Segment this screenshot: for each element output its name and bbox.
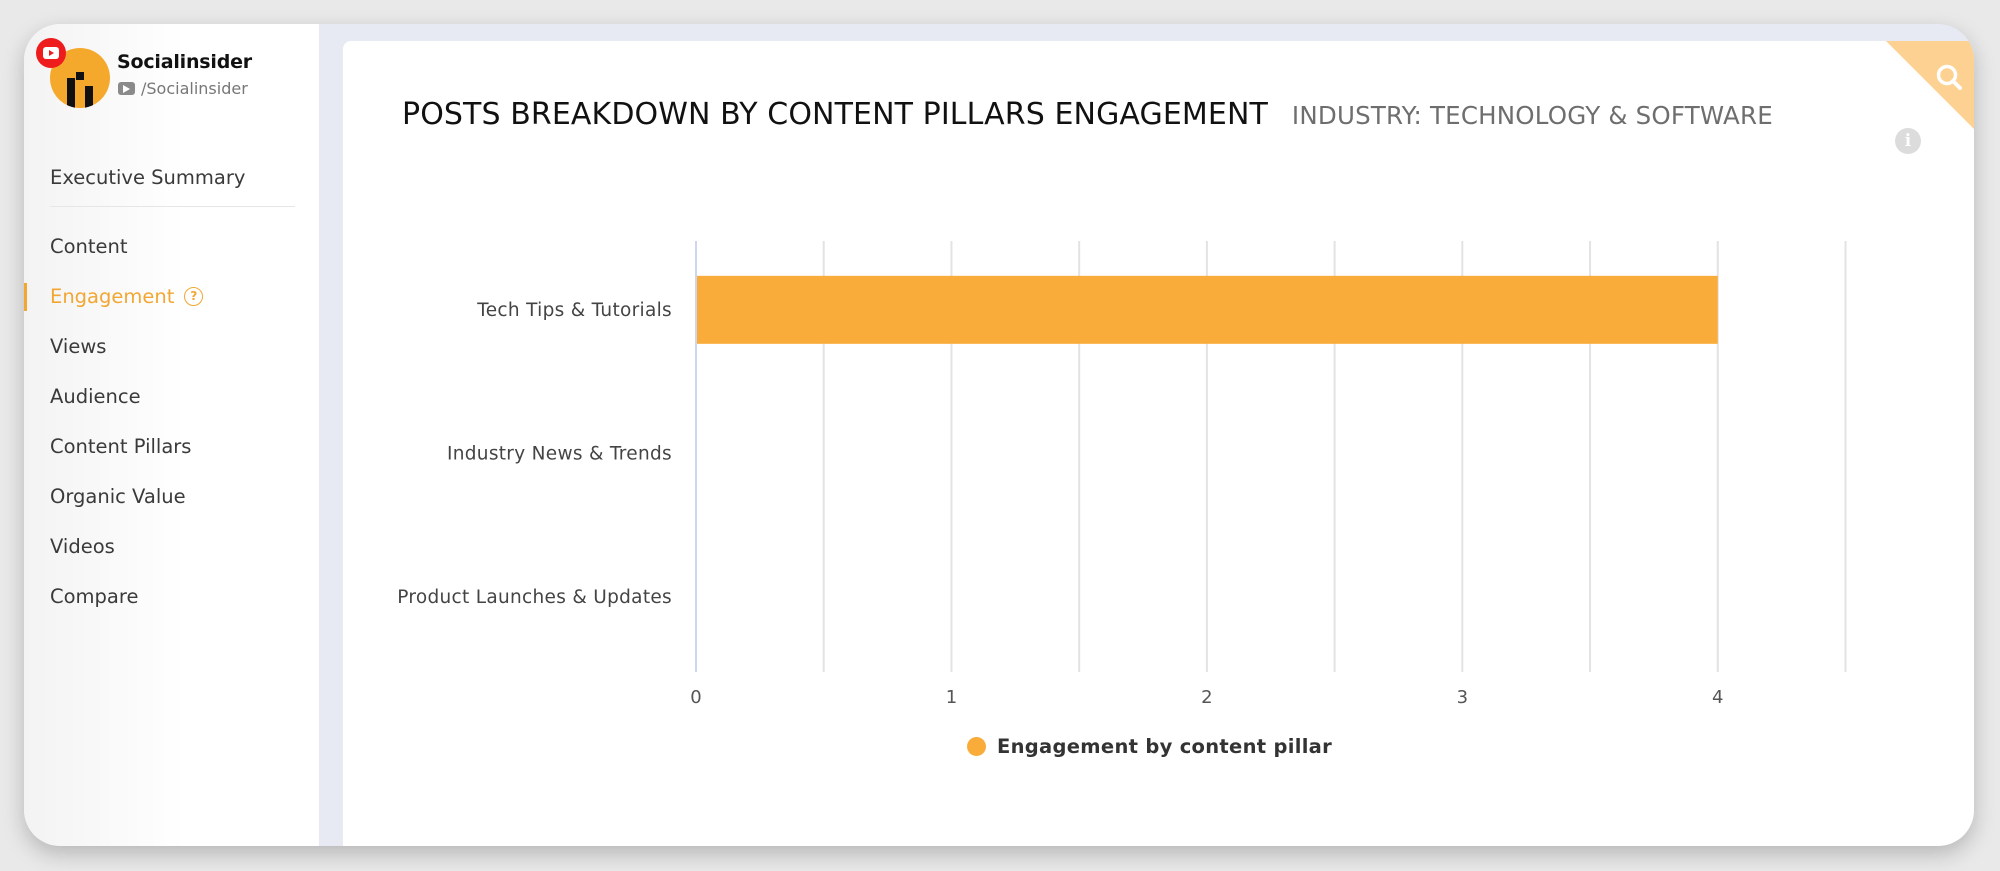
nav-label: Executive Summary <box>50 165 246 189</box>
nav-videos[interactable]: Videos <box>24 521 319 571</box>
nav-label: Content <box>50 234 128 258</box>
nav-executive-summary[interactable]: Executive Summary <box>24 152 319 202</box>
category-label: Industry News & Trends <box>447 444 672 465</box>
profile-handle-row: /Socialinsider <box>118 79 248 98</box>
x-tick-label: 0 <box>690 687 701 708</box>
nav-content-pillars[interactable]: Content Pillars <box>24 421 319 471</box>
nav-label: Audience <box>50 384 141 408</box>
nav-divider <box>50 206 295 207</box>
profile-header[interactable]: Socialinsider /Socialinsider <box>36 38 310 118</box>
nav-label: Engagement <box>50 284 175 308</box>
nav-label: Content Pillars <box>50 434 192 458</box>
x-tick-label: 1 <box>946 687 957 708</box>
engagement-bar-chart: 0 1 2 3 4 Tech Tips & Tutorials Industry News … <box>397 241 1847 708</box>
panel-header: POSTS BREAKDOWN BY CONTENT PILLARS ENGAG… <box>402 97 1773 132</box>
legend-label: Engagement by content pillar <box>997 735 1333 758</box>
help-icon[interactable]: ? <box>184 286 204 306</box>
nav-label: Videos <box>50 534 115 558</box>
search-icon[interactable] <box>1886 41 1974 129</box>
panel-subtitle: INDUSTRY: TECHNOLOGY & SOFTWARE <box>1291 101 1773 130</box>
x-tick-label: 4 <box>1712 687 1723 708</box>
info-icon[interactable]: i <box>1895 128 1921 154</box>
panel-title: POSTS BREAKDOWN BY CONTENT PILLARS ENGAG… <box>402 97 1268 132</box>
x-tick-label: 2 <box>1201 687 1212 708</box>
nav-label: Views <box>50 334 107 358</box>
nav-label: Compare <box>50 584 139 608</box>
bar <box>697 275 1718 344</box>
profile-name: Socialinsider <box>117 51 252 73</box>
app-window: Socialinsider /Socialinsider Executive S… <box>24 24 1974 846</box>
nav-audience[interactable]: Audience <box>24 371 319 421</box>
category-label: Tech Tips & Tutorials <box>476 300 672 321</box>
sidebar: Socialinsider /Socialinsider Executive S… <box>24 24 319 846</box>
x-tick-label: 3 <box>1457 687 1468 708</box>
chart-legend[interactable]: Engagement by content pillar <box>967 735 1332 758</box>
category-label: Product Launches & Updates <box>397 587 672 608</box>
profile-handle: /Socialinsider <box>141 79 248 98</box>
youtube-icon <box>36 38 66 68</box>
youtube-small-icon <box>118 82 135 95</box>
nav-views[interactable]: Views <box>24 321 319 371</box>
nav-organic-value[interactable]: Organic Value <box>24 471 319 521</box>
nav-content[interactable]: Content <box>24 221 319 271</box>
legend-swatch <box>967 737 986 756</box>
nav-label: Organic Value <box>50 484 186 508</box>
chart-panel: POSTS BREAKDOWN BY CONTENT PILLARS ENGAG… <box>343 41 1974 846</box>
nav-engagement[interactable]: Engagement ? <box>24 271 319 321</box>
sidebar-nav: Executive Summary Content Engagement ? V… <box>24 152 319 621</box>
nav-compare[interactable]: Compare <box>24 571 319 621</box>
